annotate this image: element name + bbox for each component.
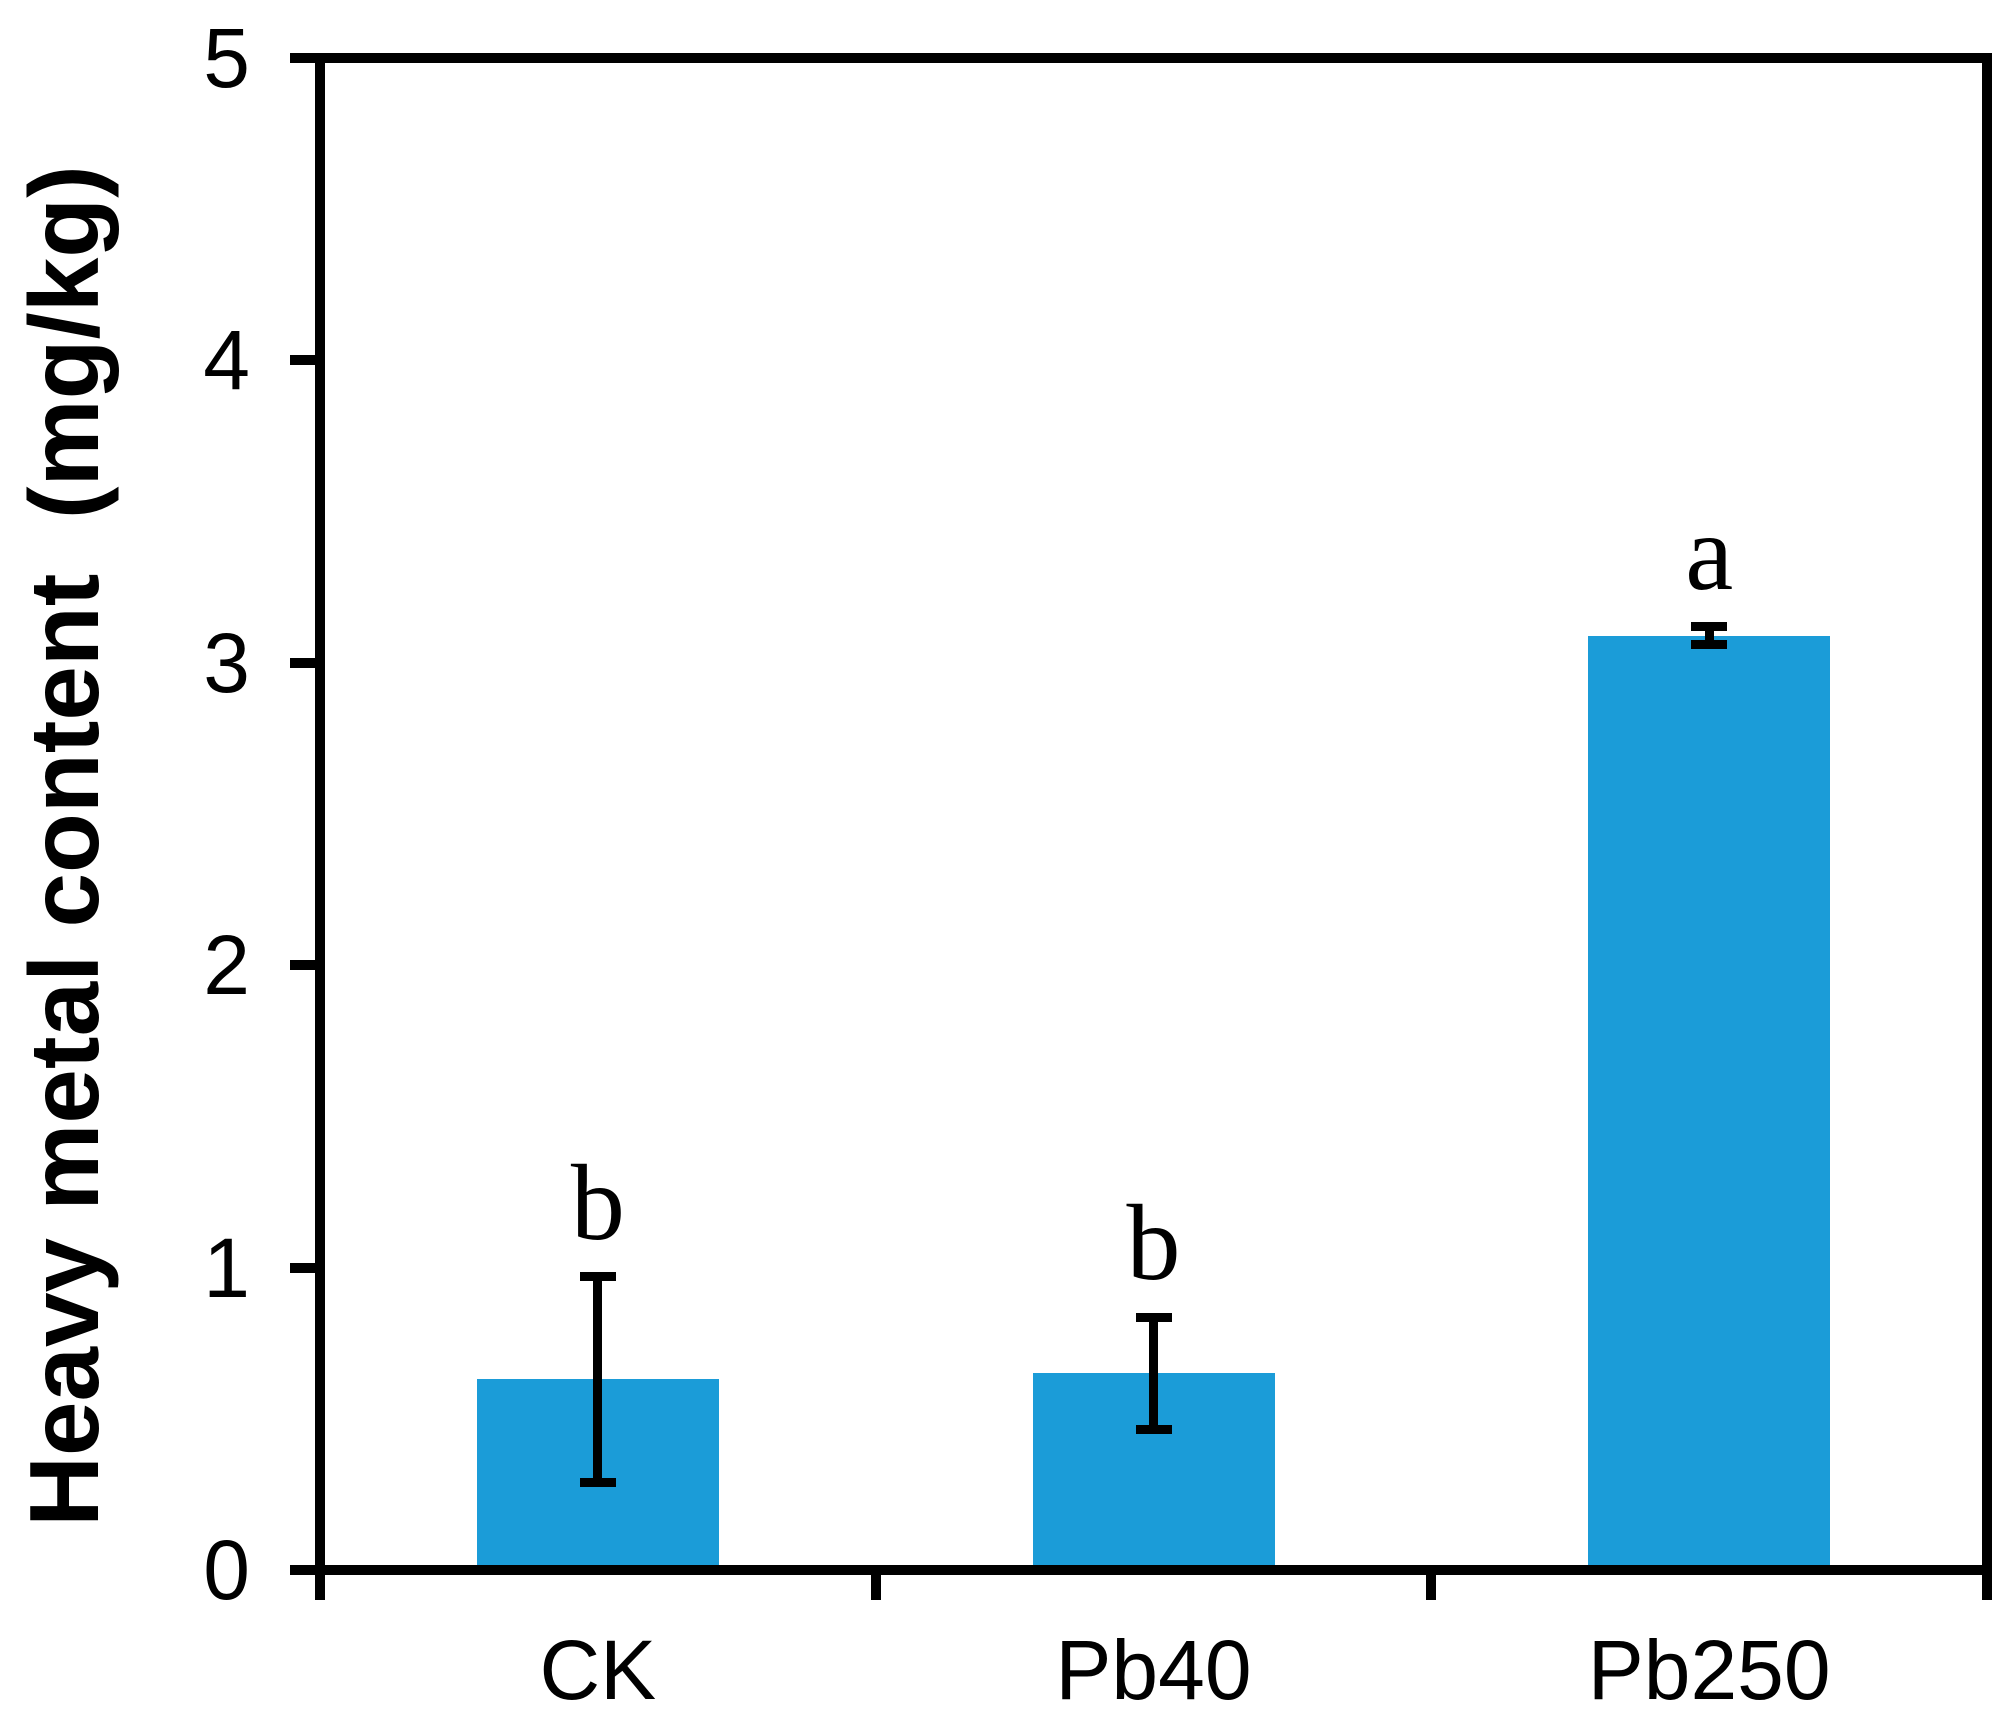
error-bar-line-pb250 <box>1704 626 1714 645</box>
x-tick-mark-3 <box>1982 1575 1992 1600</box>
y-tick-mark-0 <box>290 1565 315 1575</box>
y-tick-label-3: 3 <box>203 615 250 710</box>
significance-letter-pb250: a <box>1685 493 1734 613</box>
y-tick-mark-4 <box>290 355 315 366</box>
y-tick-label-1: 1 <box>203 1220 250 1315</box>
x-category-label-pb250: Pb250 <box>1587 1623 1831 1717</box>
x-category-label-ck: CK <box>539 1623 657 1717</box>
y-tick-label-4: 4 <box>203 313 250 408</box>
y-tick-label-2: 2 <box>203 918 250 1013</box>
y-tick-label-5: 5 <box>203 11 250 105</box>
x-tick-mark-0 <box>315 1575 325 1600</box>
error-bar-cap-bottom-ck <box>579 1477 616 1487</box>
significance-letter-ck: b <box>570 1143 625 1263</box>
error-bar-cap-bottom-pb40 <box>1135 1424 1172 1434</box>
x-tick-mark-2 <box>1426 1575 1437 1600</box>
error-bar-cap-top-ck <box>579 1272 616 1282</box>
error-bar-line-ck <box>593 1276 603 1483</box>
bar-pb250 <box>1588 635 1831 1565</box>
y-tick-mark-2 <box>290 960 315 971</box>
error-bar-cap-top-pb250 <box>1691 622 1728 631</box>
error-bar-cap-top-pb40 <box>1135 1312 1172 1322</box>
y-tick-mark-1 <box>290 1262 315 1273</box>
error-bar-line-pb40 <box>1149 1317 1158 1430</box>
significance-letter-pb40: b <box>1126 1184 1181 1304</box>
x-tick-mark-1 <box>870 1575 881 1600</box>
y-axis-label: Heavy metal content (mg/kg) <box>9 165 119 1527</box>
x-category-label-pb40: Pb40 <box>1055 1623 1252 1717</box>
plot-area <box>315 53 1992 1575</box>
error-bar-cap-bottom-pb250 <box>1691 640 1728 650</box>
y-tick-mark-5 <box>290 53 315 63</box>
y-tick-label-0: 0 <box>203 1523 250 1617</box>
y-tick-mark-3 <box>290 657 315 668</box>
